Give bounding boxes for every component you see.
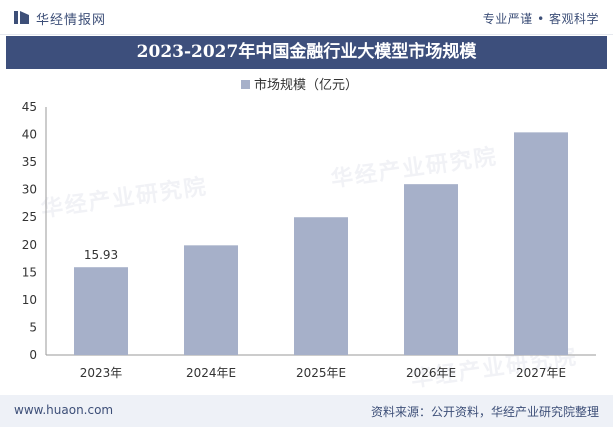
- data-label: 15.93: [84, 248, 118, 262]
- bar: [294, 217, 348, 355]
- bar: [404, 184, 458, 355]
- bar: [184, 245, 238, 355]
- logo-icon: [14, 11, 29, 24]
- legend-label: 市场规模（亿元）: [254, 77, 358, 93]
- x-tick-label: 2023年: [80, 366, 123, 380]
- legend-swatch: [241, 80, 250, 89]
- y-tick-label: 30: [22, 183, 37, 197]
- y-tick-label: 45: [22, 100, 37, 114]
- slogan: 专业严谨 • 客观科学: [482, 12, 599, 26]
- top-header: 华经情报网 专业严谨 • 客观科学: [0, 0, 613, 35]
- y-tick-label: 5: [29, 320, 37, 334]
- chart-title: 2023-2027年中国金融行业大模型市场规模: [136, 42, 477, 62]
- footer: www.huaon.com 资料来源：公开资料，华经产业研究院整理: [0, 395, 613, 427]
- y-tick-label: 10: [22, 293, 37, 307]
- x-tick-label: 2027年E: [516, 366, 566, 380]
- y-tick-label: 15: [22, 265, 37, 279]
- footer-source: 资料来源：公开资料，华经产业研究院整理: [370, 405, 599, 419]
- y-tick-label: 35: [22, 155, 37, 169]
- y-tick-label: 40: [22, 128, 37, 142]
- bar-chart: 市场规模（亿元） 0 5 10 15 20 25 30 35 40 45 2023年 15.93 2024…: [22, 77, 596, 380]
- x-tick-label: 2025年E: [296, 366, 346, 380]
- x-tick-label: 2024年E: [186, 366, 236, 380]
- bar: [514, 132, 568, 355]
- y-tick-label: 20: [22, 238, 37, 252]
- x-tick-label: 2026年E: [406, 366, 456, 380]
- bar: [74, 267, 128, 355]
- y-tick-label: 25: [22, 210, 37, 224]
- brand-name: 华经情报网: [36, 13, 107, 28]
- title-bar: 2023-2027年中国金融行业大模型市场规模: [6, 36, 607, 69]
- y-tick-label: 0: [29, 348, 37, 362]
- footer-url[interactable]: www.huaon.com: [14, 403, 114, 417]
